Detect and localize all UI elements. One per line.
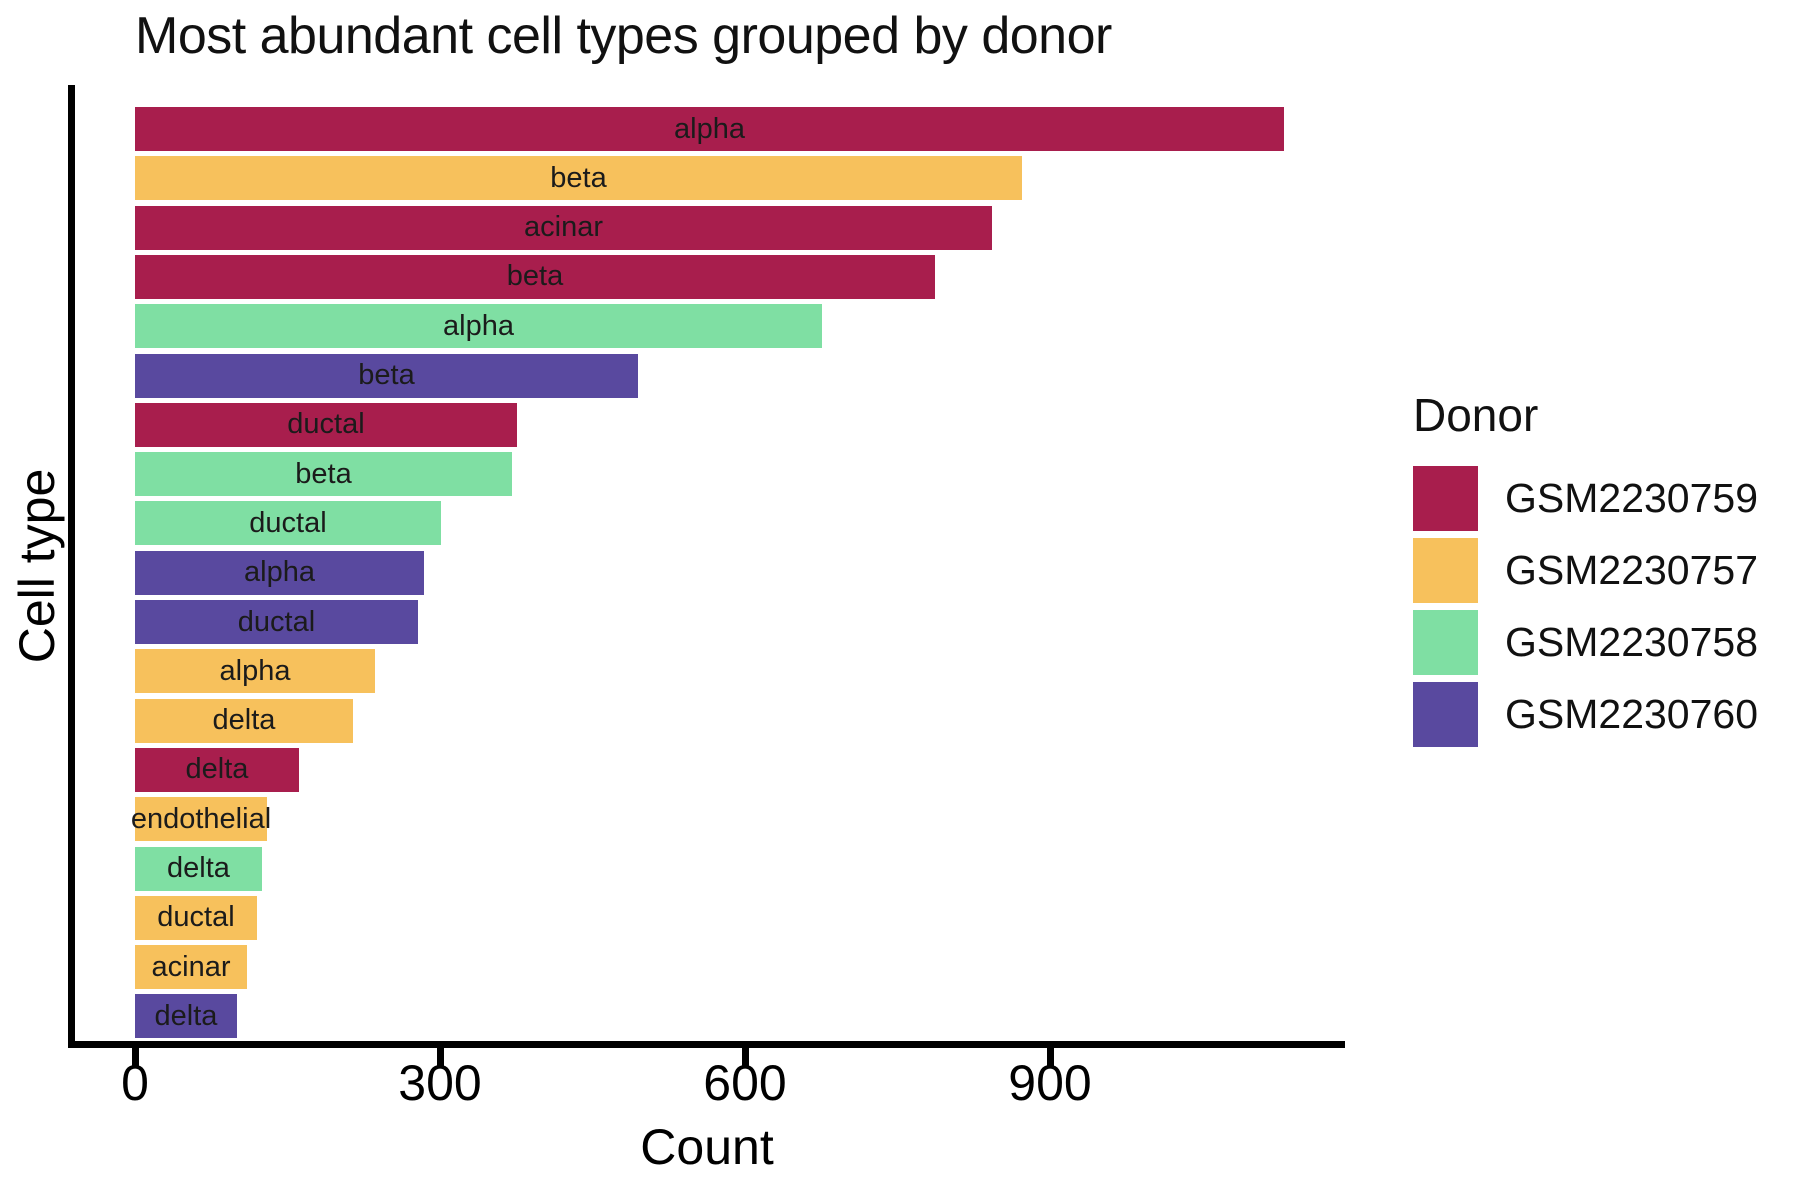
bar-label: alpha bbox=[219, 654, 291, 687]
legend-label: GSM2230757 bbox=[1505, 547, 1759, 593]
bar-label: beta bbox=[358, 359, 415, 391]
bar-label: beta bbox=[506, 260, 564, 293]
bar-alpha-GSM2230760: alpha bbox=[135, 550, 424, 595]
bar-label: delta bbox=[167, 852, 230, 884]
bar-label: delta bbox=[185, 753, 249, 786]
bar-label: beta bbox=[550, 161, 607, 194]
bar-label: ductal bbox=[237, 605, 316, 638]
bar-label: beta bbox=[295, 457, 352, 490]
x-axis-tick-label: 900 bbox=[1008, 1055, 1092, 1111]
legend-label: GSM2230758 bbox=[1505, 619, 1759, 665]
legend-entry-GSM2230758: GSM2230758 bbox=[1413, 610, 1758, 675]
x-axis-tick bbox=[436, 1048, 444, 1066]
bar-label: ductal bbox=[287, 408, 365, 441]
legend-swatch bbox=[1413, 682, 1478, 747]
plot-panel: alpha beta acinar beta alpha beta ductal beta du… bbox=[68, 85, 1345, 1048]
x-axis-tick bbox=[131, 1048, 139, 1066]
bar-label: delta bbox=[212, 704, 276, 737]
bar-label: acinar bbox=[524, 211, 603, 244]
bar-label: alpha bbox=[244, 556, 315, 589]
bar-alpha-GSM2230758: alpha bbox=[135, 304, 822, 349]
bar-beta-GSM2230758: beta bbox=[135, 452, 512, 497]
x-axis-tick-label: 0 bbox=[121, 1055, 149, 1111]
bar-label: acinar bbox=[151, 950, 231, 983]
legend-entry-GSM2230759: GSM2230759 bbox=[1413, 466, 1758, 531]
legend-label: GSM2230759 bbox=[1505, 475, 1759, 521]
bar-label: ductal bbox=[249, 506, 327, 539]
bar-ductal-GSM2230759: ductal bbox=[135, 402, 517, 447]
x-axis-tick bbox=[741, 1048, 749, 1066]
x-axis-tick-label: 300 bbox=[398, 1055, 482, 1111]
bar-ductal-GSM2230757: ductal bbox=[135, 895, 257, 940]
legend-swatch bbox=[1413, 610, 1478, 675]
legend-label: GSM2230760 bbox=[1505, 691, 1759, 737]
bar-beta-GSM2230759: beta bbox=[135, 254, 935, 299]
bar-acinar-GSM2230759: acinar bbox=[135, 205, 992, 250]
bar-ductal-GSM2230760: ductal bbox=[135, 600, 418, 644]
bar-ductal-GSM2230758: ductal bbox=[135, 501, 441, 546]
legend-title: Donor bbox=[1413, 389, 1539, 441]
legend-swatch bbox=[1413, 538, 1478, 603]
bar-label: delta bbox=[154, 999, 218, 1032]
bar-label: alpha bbox=[674, 112, 745, 145]
bar-label: endothelial bbox=[130, 802, 272, 835]
legend-entry-GSM2230760: GSM2230760 bbox=[1413, 682, 1758, 747]
bar-alpha-GSM2230757: alpha bbox=[135, 649, 375, 694]
bar-acinar-GSM2230757: acinar bbox=[135, 945, 247, 990]
bar-label: alpha bbox=[443, 309, 514, 342]
bar-beta-GSM2230760: beta bbox=[135, 353, 638, 398]
x-axis-tick bbox=[1046, 1048, 1054, 1066]
legend-swatch bbox=[1413, 466, 1478, 531]
legend: Donor GSM2230759 GSM2230757 GSM2230758 GSM2… bbox=[1413, 388, 1758, 754]
bar-endothelial-GSM2230757: endothelial bbox=[131, 797, 271, 842]
bar-delta-GSM2230757: delta bbox=[135, 698, 353, 743]
legend-entries: GSM2230759 GSM2230757 GSM2230758 GSM2230760 bbox=[1413, 466, 1758, 747]
bar-delta-GSM2230758: delta bbox=[135, 846, 262, 891]
chart-title: Most abundant cell types grouped by dono… bbox=[135, 7, 1112, 65]
y-axis-title: Cell type bbox=[9, 468, 65, 664]
bar-label: ductal bbox=[157, 901, 235, 934]
bar-delta-GSM2230760: delta bbox=[135, 994, 237, 1039]
bar-beta-GSM2230757: beta bbox=[135, 156, 1022, 201]
bar-delta-GSM2230759: delta bbox=[135, 747, 299, 792]
legend-entry-GSM2230757: GSM2230757 bbox=[1413, 538, 1758, 603]
bar-alpha-GSM2230759: alpha bbox=[135, 107, 1284, 151]
x-axis-title: Count bbox=[640, 1119, 774, 1175]
x-axis-tick-label: 600 bbox=[703, 1055, 787, 1111]
